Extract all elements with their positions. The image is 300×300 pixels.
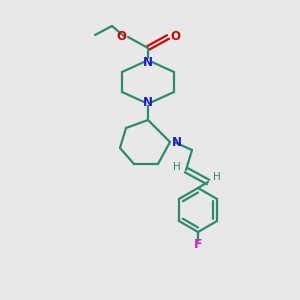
Text: N: N — [172, 136, 182, 148]
Text: H: H — [173, 162, 181, 172]
Text: O: O — [170, 31, 180, 44]
Text: N: N — [143, 56, 153, 68]
Text: O: O — [116, 31, 126, 44]
Text: H: H — [213, 172, 221, 182]
Text: N: N — [143, 95, 153, 109]
Text: F: F — [194, 238, 202, 251]
